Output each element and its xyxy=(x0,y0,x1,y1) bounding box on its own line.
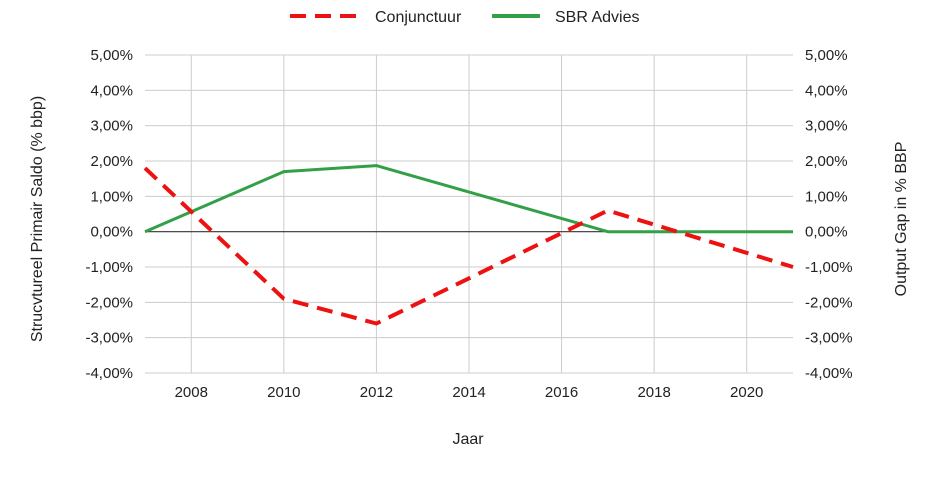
left-tick-label: 5,00% xyxy=(90,47,133,64)
left-tick-label: 0,00% xyxy=(90,224,133,241)
left-tick-label: 4,00% xyxy=(90,82,133,99)
left-tick-label: -1,00% xyxy=(85,259,133,276)
right-axis-title: Output Gap in % BBP xyxy=(893,142,910,297)
left-axis-title: Strucvtureel Primair Saldo (% bbp) xyxy=(29,96,46,342)
legend-item-conjunctuur[interactable]: Conjunctuur xyxy=(290,9,462,26)
right-tick-label: -3,00% xyxy=(805,330,853,347)
grid xyxy=(145,54,793,374)
right-tick-label: 1,00% xyxy=(805,188,848,205)
right-axis-ticks: 5,00% 4,00% 3,00% 2,00% 1,00% 0,00% -1,00% -2,0… xyxy=(805,47,853,382)
x-tick-label: 2014 xyxy=(452,384,485,401)
x-tick-label: 2020 xyxy=(730,384,763,401)
legend-item-sbr-advies[interactable]: SBR Advies xyxy=(492,9,639,26)
left-axis-ticks: 5,00% 4,00% 3,00% 2,00% 1,00% 0,00% -1,00% -2,0… xyxy=(85,47,133,382)
left-tick-label: -4,00% xyxy=(85,365,133,382)
right-tick-label: 0,00% xyxy=(805,224,848,241)
right-tick-label: 3,00% xyxy=(805,118,848,135)
legend-label-sbr-advies: SBR Advies xyxy=(555,9,639,26)
right-tick-label: 4,00% xyxy=(805,82,848,99)
series-line-sbr-advies xyxy=(144,164,793,234)
left-tick-label: 3,00% xyxy=(90,118,133,135)
right-tick-label: 2,00% xyxy=(805,153,848,170)
left-tick-label: -2,00% xyxy=(85,294,133,311)
x-axis-ticks: 2008 2010 2012 2014 2016 2018 2020 xyxy=(175,384,764,401)
x-tick-label: 2016 xyxy=(545,384,578,401)
x-tick-label: 2010 xyxy=(267,384,300,401)
left-tick-label: 2,00% xyxy=(90,153,133,170)
series-line-conjunctuur xyxy=(143,166,794,326)
x-tick-label: 2018 xyxy=(637,384,670,401)
legend-label-conjunctuur: Conjunctuur xyxy=(375,9,462,26)
left-tick-label: -3,00% xyxy=(85,330,133,347)
series-lines xyxy=(143,164,794,326)
legend: Conjunctuur SBR Advies xyxy=(290,9,639,26)
right-tick-label: -2,00% xyxy=(805,294,853,311)
right-tick-label: -4,00% xyxy=(805,365,853,382)
right-tick-label: 5,00% xyxy=(805,47,848,64)
left-tick-label: 1,00% xyxy=(90,188,133,205)
x-tick-label: 2008 xyxy=(175,384,208,401)
right-tick-label: -1,00% xyxy=(805,259,853,276)
x-tick-label: 2012 xyxy=(360,384,393,401)
x-axis-title: Jaar xyxy=(452,431,484,448)
